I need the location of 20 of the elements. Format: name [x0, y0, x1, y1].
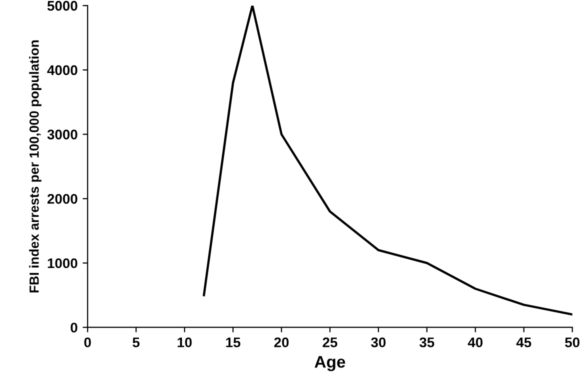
x-tick-label: 45: [516, 338, 532, 348]
y-tick-label: 3000: [47, 130, 78, 140]
y-axis-title: FBI index arrests per 100,000 population: [29, 40, 42, 292]
x-tick-label: 25: [322, 337, 338, 348]
x-tick-label: 10: [178, 337, 192, 348]
y-tick-label: 4000: [47, 65, 78, 76]
x-tick-label: 5: [132, 338, 140, 348]
line-series: [202, 6, 572, 316]
x-tick-label: 0: [84, 337, 91, 348]
x-tick-label: 40: [468, 337, 483, 348]
x-tick-label: 30: [371, 337, 386, 348]
x-tick-label: 50: [565, 337, 580, 348]
x-tick-label: 20: [274, 337, 289, 348]
y-tick-label: 0: [70, 322, 78, 333]
x-tick-label: 35: [420, 337, 434, 348]
y-tick-label: 5000: [47, 0, 78, 11]
x-axis-title: Age: [314, 356, 346, 372]
x-tick-label: 15: [226, 338, 240, 348]
y-tick-label: 2000: [47, 194, 78, 204]
y-tick-label: 1000: [48, 258, 78, 268]
